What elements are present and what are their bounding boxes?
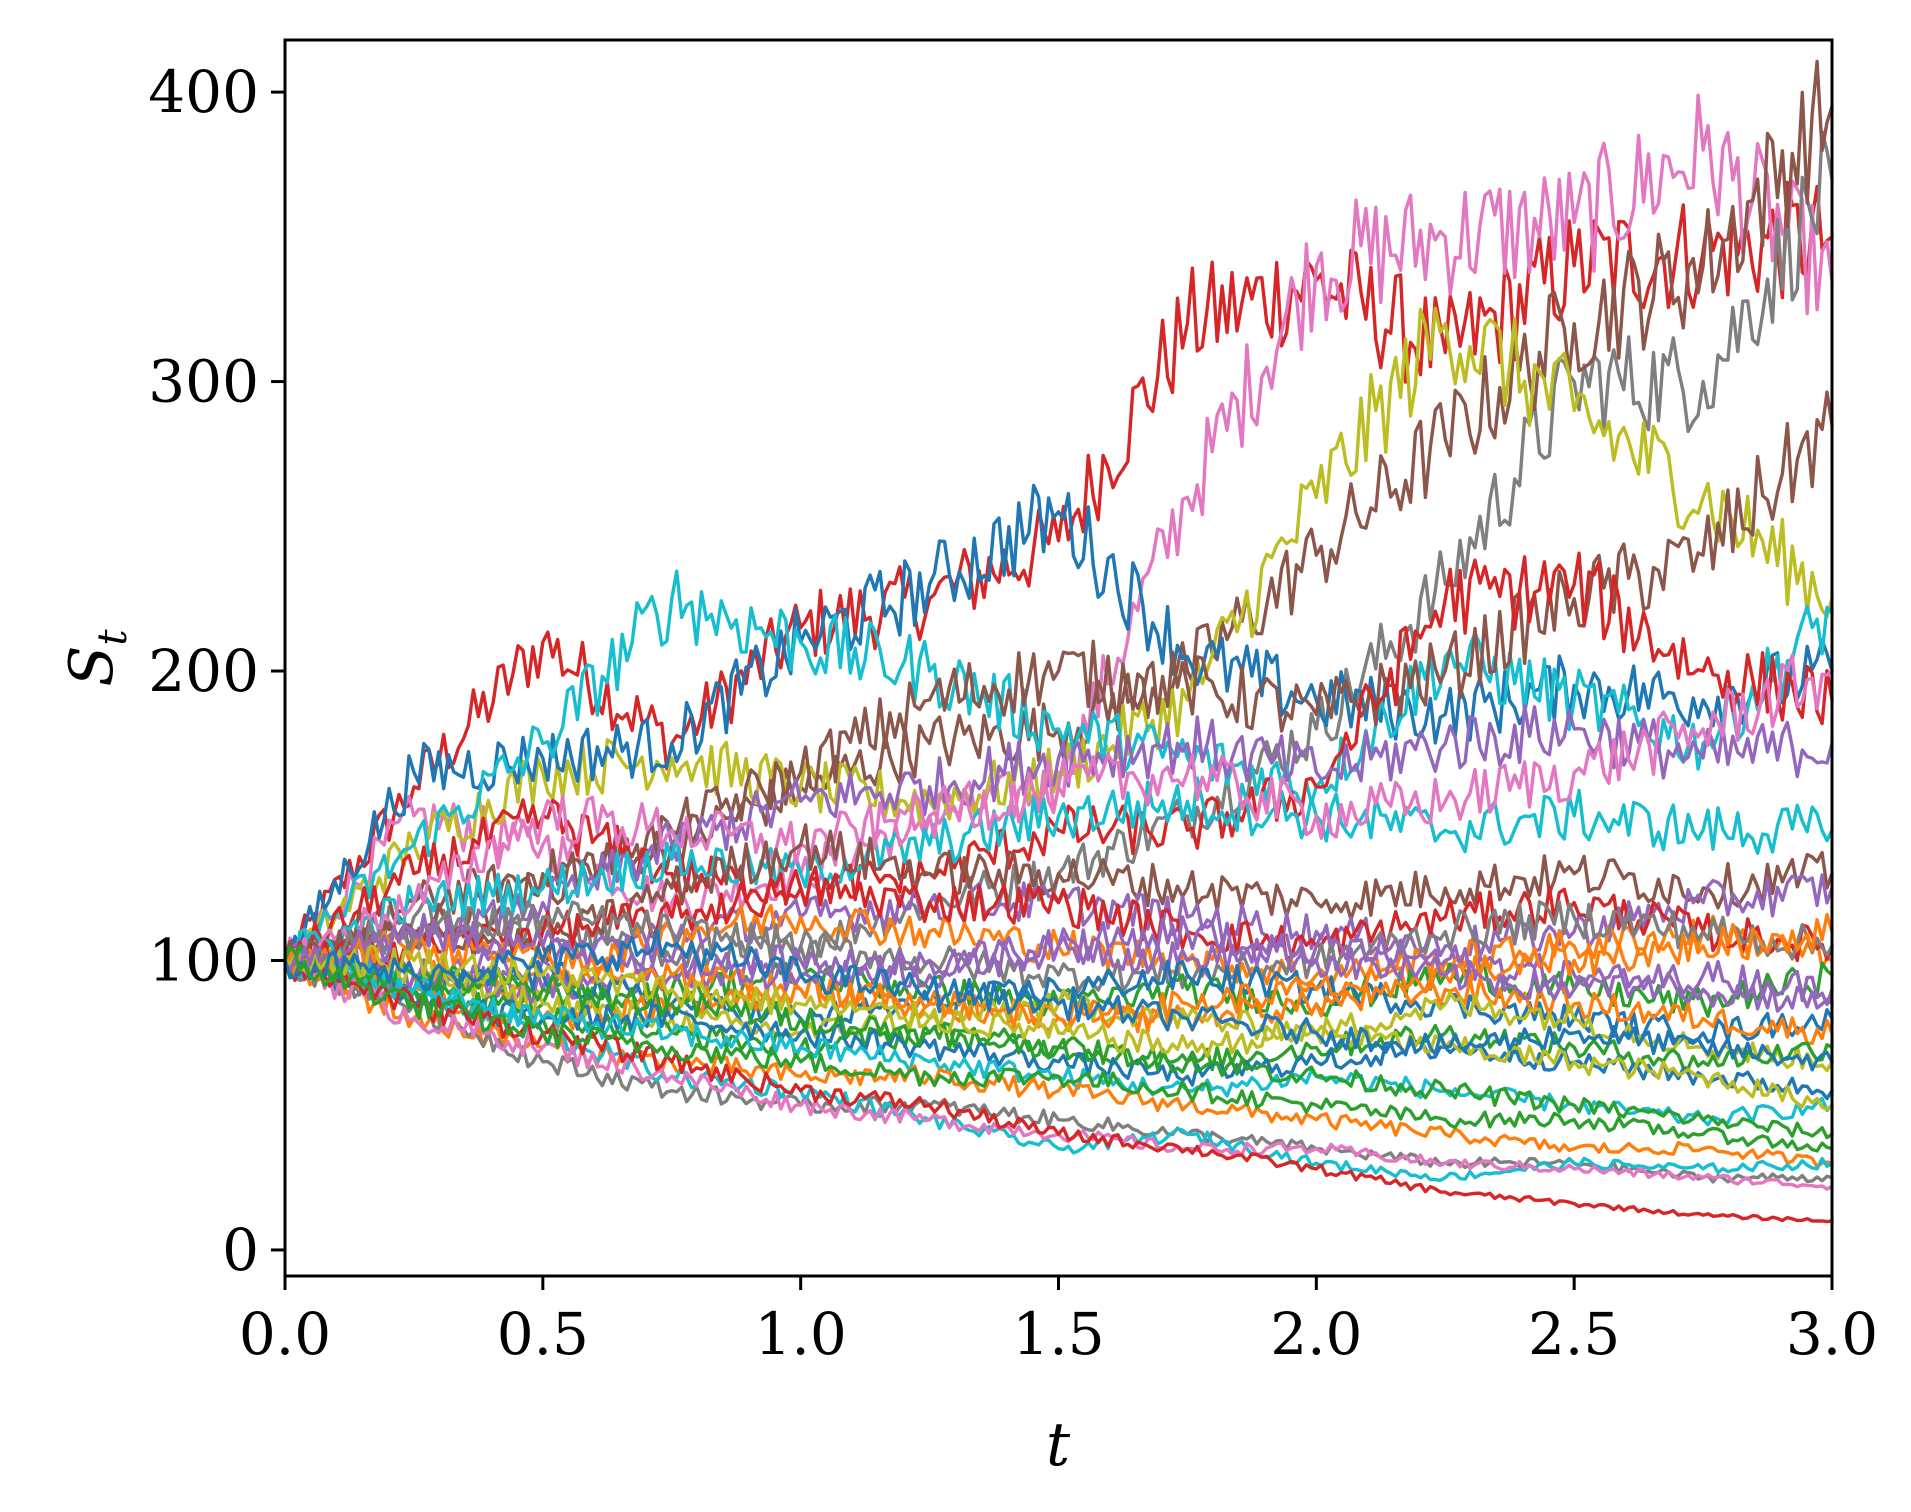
series-line-36 bbox=[283, 946, 1834, 1153]
series-line-34 bbox=[283, 912, 1834, 1007]
y-tick-label: 300 bbox=[148, 348, 259, 416]
x-tick-label: 0.0 bbox=[239, 1300, 331, 1368]
y-axis-label-sub: t bbox=[90, 628, 136, 645]
series-line-5 bbox=[283, 306, 1834, 969]
y-tick-label: 400 bbox=[148, 58, 259, 126]
series-line-16 bbox=[283, 869, 1834, 975]
series-layer bbox=[283, 59, 1834, 1224]
y-axis-label-main: S bbox=[57, 645, 127, 686]
x-tick-label: 3.0 bbox=[1786, 1300, 1878, 1368]
x-tick-label: 2.0 bbox=[1270, 1300, 1362, 1368]
x-tick-label: 0.5 bbox=[497, 1300, 589, 1368]
y-axis-label: St bbox=[57, 628, 136, 686]
y-tick-label: 0 bbox=[222, 1216, 259, 1284]
x-axis-label: t bbox=[1046, 1410, 1071, 1480]
series-line-10 bbox=[283, 703, 1834, 978]
y-tick-label: 200 bbox=[148, 637, 259, 705]
y-tick-label: 100 bbox=[148, 926, 259, 994]
series-line-33 bbox=[283, 944, 1834, 1112]
series-line-12 bbox=[283, 653, 1834, 978]
series-line-3 bbox=[283, 129, 1834, 973]
series-line-31 bbox=[283, 943, 1834, 1140]
series-line-7 bbox=[283, 569, 1834, 963]
x-tick-label: 1.5 bbox=[1012, 1300, 1104, 1368]
x-axis: 0.0 0.5 1.0 1.5 2.0 2.5 3.0 bbox=[239, 1276, 1878, 1368]
series-line-1 bbox=[283, 180, 1834, 963]
x-tick-label: 2.5 bbox=[1528, 1300, 1620, 1368]
x-tick-label: 1.0 bbox=[755, 1300, 847, 1368]
series-line-6 bbox=[283, 483, 1834, 967]
y-axis: 0 100 200 300 400 bbox=[148, 58, 285, 1284]
series-line-35 bbox=[283, 928, 1834, 1072]
series-line-11 bbox=[283, 776, 1834, 967]
series-line-17 bbox=[283, 899, 1834, 993]
